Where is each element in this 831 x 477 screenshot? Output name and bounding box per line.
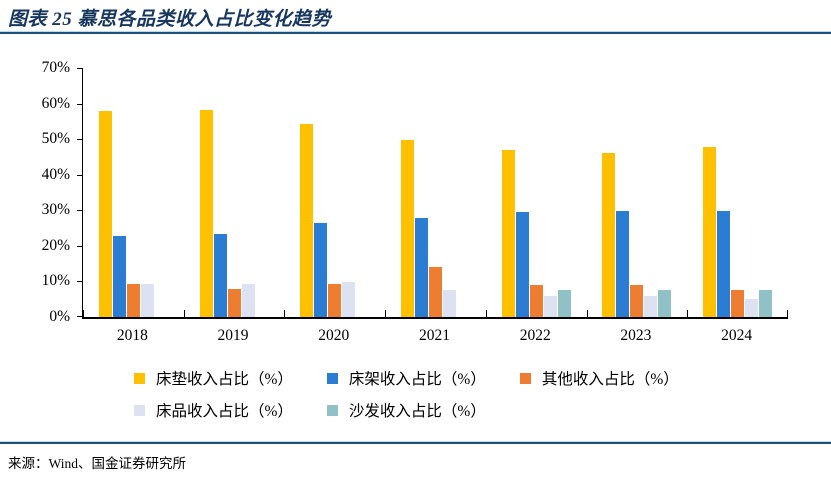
bar <box>616 211 630 317</box>
y-tick <box>77 139 82 141</box>
legend-item: 沙发收入占比（%） <box>326 399 486 421</box>
bar <box>602 152 616 317</box>
bar <box>703 146 717 317</box>
x-tick <box>687 310 689 317</box>
x-tick-label: 2019 <box>217 327 249 344</box>
bar <box>342 281 356 317</box>
bar <box>429 267 442 317</box>
y-tick-label: 70% <box>41 59 70 76</box>
x-tick <box>485 310 487 317</box>
bar <box>415 218 428 317</box>
legend-label: 床垫收入占比（%） <box>156 371 293 388</box>
bar <box>630 285 644 317</box>
x-tick <box>183 310 185 317</box>
legend-label: 床品收入占比（%） <box>156 403 293 420</box>
bar <box>501 149 515 317</box>
bar <box>199 109 213 317</box>
y-tick-label: 60% <box>41 94 70 112</box>
bar <box>731 289 745 317</box>
x-tick-label: 2018 <box>116 327 148 344</box>
x-tick-label: 2020 <box>318 327 350 344</box>
chart-legend: 床垫收入占比（%） 床架收入占比（%） 其他收入占比（%） 床品收入占比（%） 沙发收入… <box>134 367 713 431</box>
bar <box>300 124 314 317</box>
bar <box>759 289 773 317</box>
legend-label: 沙发收入占比（%） <box>348 403 486 420</box>
y-tick-label: 50% <box>41 130 70 148</box>
x-axis-labels: 2018 2019 2020 2021 2022 2023 2024 <box>82 327 787 349</box>
legend-item: 床垫收入占比（%） <box>134 367 293 389</box>
y-tick-label: 20% <box>41 236 70 254</box>
legend-swatch <box>134 372 145 384</box>
legend-item: 其他收入占比（%） <box>519 367 679 389</box>
x-tick-label: 2022 <box>519 327 551 344</box>
bar <box>401 139 414 317</box>
legend-swatch <box>326 372 338 384</box>
bar <box>443 289 456 317</box>
y-axis: 0% 10% 20% 30% 40% 50% 60% 70% <box>0 59 82 325</box>
bar <box>112 235 126 317</box>
x-tick <box>284 310 286 317</box>
legend-swatch <box>134 404 145 416</box>
x-tick-label: 2021 <box>418 327 450 344</box>
y-tick <box>77 174 82 176</box>
y-tick <box>77 281 82 283</box>
legend-label: 床架收入占比（%） <box>348 371 486 388</box>
legend-swatch <box>519 372 531 384</box>
bar <box>717 211 731 317</box>
bar <box>328 284 342 317</box>
bar <box>227 288 241 317</box>
bar <box>515 212 529 317</box>
bar <box>644 296 658 317</box>
bar <box>126 283 140 317</box>
y-tick <box>77 103 82 105</box>
bar <box>543 296 557 317</box>
figure-title: 图表 25 慕思各品类收入占比变化趋势 <box>8 9 332 30</box>
legend-row: 床品收入占比（%） 沙发收入占比（%） <box>134 399 713 421</box>
legend-label: 其他收入占比（%） <box>541 371 679 388</box>
bar <box>557 289 571 317</box>
y-tick <box>77 68 82 69</box>
x-tick <box>787 310 788 317</box>
bar <box>658 290 672 317</box>
x-tick-label: 2023 <box>620 327 652 344</box>
bar <box>745 299 759 317</box>
y-tick <box>77 245 82 247</box>
y-tick-label: 30% <box>41 201 70 219</box>
top-divider <box>0 31 831 34</box>
bar <box>241 283 255 317</box>
source-note: 来源：Wind、国金证券研究所 <box>8 456 186 471</box>
plot-area <box>82 68 788 319</box>
x-tick <box>586 310 588 317</box>
y-tick <box>77 316 82 317</box>
legend-item: 床品收入占比（%） <box>134 399 293 421</box>
y-tick-label: 0% <box>49 308 70 325</box>
legend-item: 床架收入占比（%） <box>326 367 486 389</box>
legend-swatch <box>326 404 338 416</box>
x-tick-label: 2024 <box>721 327 753 344</box>
y-tick-label: 10% <box>41 272 70 290</box>
bar <box>314 222 328 317</box>
y-tick-label: 40% <box>41 165 70 183</box>
bar <box>98 111 112 317</box>
bottom-divider <box>0 441 831 444</box>
bar <box>529 285 543 317</box>
x-tick <box>385 310 387 317</box>
bar <box>140 283 154 317</box>
bar <box>213 234 227 317</box>
legend-row: 床垫收入占比（%） 床架收入占比（%） 其他收入占比（%） <box>134 367 713 389</box>
x-tick <box>83 310 84 317</box>
y-tick <box>77 210 82 212</box>
